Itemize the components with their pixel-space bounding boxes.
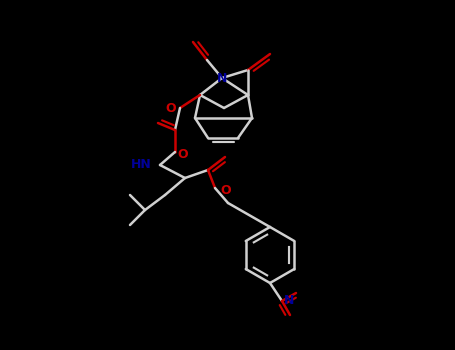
Text: O: O <box>220 183 231 196</box>
Text: O: O <box>165 103 176 116</box>
Text: HN: HN <box>131 159 152 172</box>
Text: N: N <box>284 294 294 307</box>
Text: N: N <box>217 71 227 84</box>
Text: O: O <box>177 147 187 161</box>
